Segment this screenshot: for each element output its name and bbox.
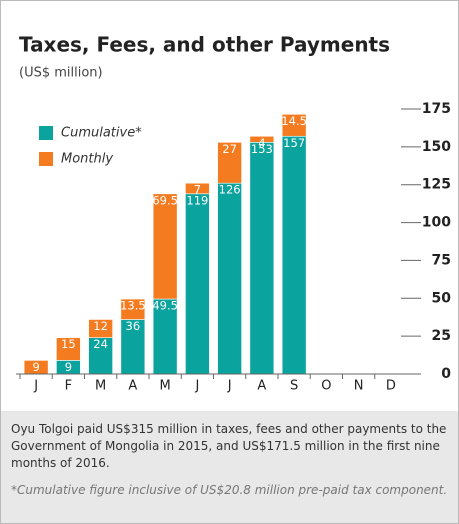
value-label: 36 bbox=[126, 319, 141, 333]
x-tick-label: N bbox=[354, 379, 364, 394]
y-tick-label: 75 bbox=[432, 252, 451, 268]
y-tick-label: 25 bbox=[432, 328, 451, 344]
y-tick-label: 150 bbox=[422, 139, 451, 155]
caption: Oyu Tolgoi paid US$315 million in taxes,… bbox=[11, 422, 447, 470]
y-tick-label: 175 bbox=[422, 101, 451, 117]
legend-label: Cumulative* bbox=[61, 126, 142, 141]
x-tick-label: M bbox=[160, 379, 171, 394]
x-tick-label: A bbox=[257, 379, 266, 394]
value-label: 14.5 bbox=[281, 114, 307, 128]
bar-segment bbox=[56, 337, 81, 361]
x-tick-label: D bbox=[386, 379, 396, 394]
legend-swatch bbox=[39, 126, 53, 140]
bar-segment bbox=[217, 142, 242, 184]
value-label: 4 bbox=[258, 136, 265, 150]
value-label: 24 bbox=[93, 337, 108, 351]
value-label: 9 bbox=[65, 360, 72, 374]
footer: Oyu Tolgoi paid US$315 million in taxes,… bbox=[1, 411, 458, 523]
value-label: 126 bbox=[219, 183, 241, 197]
bar-segment bbox=[88, 337, 113, 375]
bar-segment bbox=[120, 319, 146, 375]
y-tick-label: 0 bbox=[441, 366, 451, 382]
y-tick-label: 100 bbox=[422, 215, 451, 231]
y-tick-label: 125 bbox=[422, 177, 451, 193]
x-tick-label: M bbox=[95, 379, 106, 394]
value-label: 49.5 bbox=[152, 299, 178, 313]
bar-segment bbox=[152, 193, 178, 300]
value-label: 27 bbox=[222, 142, 237, 156]
x-tick-label: O bbox=[321, 379, 331, 394]
value-label: 7 bbox=[194, 183, 201, 197]
bar-segment bbox=[281, 135, 307, 375]
y-tick-label: 50 bbox=[432, 290, 452, 306]
bar-segment bbox=[88, 319, 113, 338]
bar-segment bbox=[185, 193, 210, 375]
value-label: 153 bbox=[251, 142, 273, 156]
legend-swatch bbox=[39, 152, 53, 166]
footnote: *Cumulative figure inclusive of US$20.8 … bbox=[11, 483, 448, 497]
value-label: 12 bbox=[93, 319, 108, 333]
bar-segment bbox=[281, 114, 307, 137]
x-tick-label: F bbox=[65, 379, 72, 394]
value-label: 13.5 bbox=[120, 299, 146, 313]
value-label: 69.5 bbox=[152, 193, 178, 207]
x-tick-label: A bbox=[128, 379, 137, 394]
value-label: 157 bbox=[283, 136, 305, 150]
chart-title: Taxes, Fees, and other Payments bbox=[19, 33, 390, 57]
x-tick-label: J bbox=[194, 379, 199, 394]
bar-segment bbox=[185, 182, 210, 195]
value-label: 15 bbox=[61, 337, 76, 351]
bar-segment bbox=[120, 298, 146, 320]
bar-segment bbox=[249, 135, 275, 143]
x-tick-label: S bbox=[290, 379, 298, 394]
chart-subtitle: (US$ million) bbox=[19, 66, 103, 81]
legend-label: Monthly bbox=[61, 152, 113, 167]
x-tick-label: J bbox=[227, 379, 232, 394]
chart: Taxes, Fees, and other Payments (US$ mil… bbox=[16, 33, 452, 394]
bar-segment bbox=[249, 142, 275, 375]
x-tick-label: J bbox=[33, 379, 38, 394]
value-label: 9 bbox=[32, 360, 39, 374]
value-label: 119 bbox=[186, 193, 208, 207]
bar-segment bbox=[217, 182, 242, 375]
